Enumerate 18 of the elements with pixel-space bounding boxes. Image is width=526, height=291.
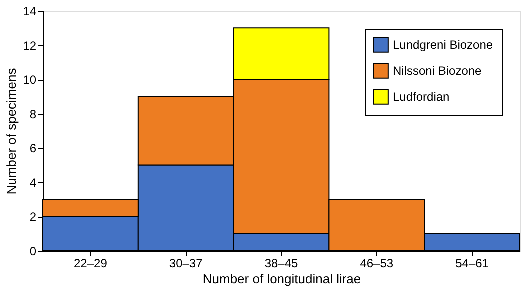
y-axis-title: Number of specimens: [4, 68, 20, 195]
y-tick-label: 8: [30, 107, 37, 122]
y-tick-label: 0: [30, 244, 37, 258]
y-tick-label: 2: [30, 210, 37, 224]
x-tick-label: 38–45: [264, 256, 299, 270]
x-tick-label: 22–29: [74, 256, 108, 270]
legend-label: Nilssoni Biozone: [393, 64, 482, 78]
x-tick-label: 46–53: [360, 256, 394, 270]
y-tick-label: 10: [23, 73, 37, 88]
y-tick-label: 12: [23, 38, 37, 53]
x-tick-label: 54–61: [456, 256, 490, 270]
legend-label: Lundgreni Biozone: [393, 38, 494, 52]
x-axis-title: Number of longitudinal lirae: [202, 272, 362, 286]
x-tick-label: 30–37: [169, 256, 204, 270]
legend-label: Ludfordian: [393, 90, 450, 104]
y-tick-label: 4: [30, 176, 37, 190]
y-tick-label: 6: [30, 142, 37, 156]
y-tick-label: 14: [23, 4, 37, 18]
